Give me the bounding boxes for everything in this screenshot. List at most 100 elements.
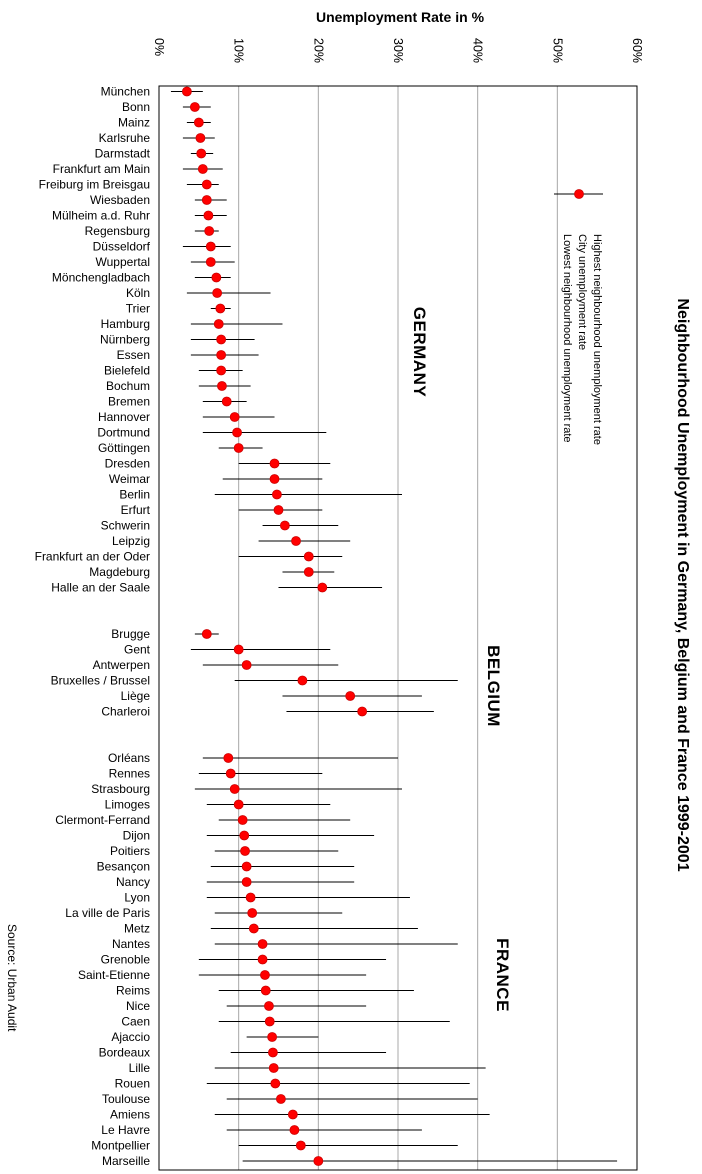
city-marker-dresden — [269, 458, 280, 469]
city-marker-schwerin — [279, 520, 290, 531]
city-label-gent: Gent — [124, 643, 151, 657]
city-label-koln: Köln — [126, 286, 150, 300]
city-marker-mainz — [193, 117, 204, 128]
city-marker-essen — [216, 350, 227, 360]
country-label-germany: GERMANY — [410, 307, 429, 398]
city-marker-erfurt — [273, 505, 284, 515]
city-marker-frankfurt-am-main — [197, 164, 208, 174]
city-marker-frankfurt-an-der-oder — [303, 551, 314, 562]
city-marker-dusseldorf — [205, 241, 216, 252]
city-marker-weimar — [269, 474, 280, 484]
city-label-metz: Metz — [124, 922, 150, 936]
city-marker-clermont-ferrand — [237, 815, 248, 825]
city-marker-mulheim-a-d-ruhr — [203, 210, 214, 221]
city-marker-dortmund — [232, 427, 242, 438]
city-label-munchen: München — [101, 85, 150, 99]
city-marker-charleroi — [357, 706, 368, 717]
city-marker-liege — [345, 691, 356, 701]
legend-entry-city: City unemployment rate — [576, 234, 588, 350]
x-tick-label: 50% — [550, 38, 564, 63]
city-label-bruxelles-brussel: Bruxelles / Brussel — [51, 674, 150, 688]
city-marker-brugge — [201, 629, 212, 639]
city-marker-freiburg-im-breisgau — [201, 179, 212, 190]
city-label-wuppertal: Wuppertal — [96, 255, 150, 269]
x-tick-label: 30% — [391, 38, 405, 63]
city-label-freiburg-im-breisgau: Freiburg im Breisgau — [39, 178, 150, 192]
city-label-nurnberg: Nürnberg — [100, 333, 150, 347]
city-label-lyon: Lyon — [124, 891, 150, 905]
city-marker-hamburg — [213, 319, 224, 329]
x-tick-label: 0% — [152, 38, 166, 56]
city-label-antwerpen: Antwerpen — [93, 658, 150, 672]
city-marker-strasbourg — [229, 784, 240, 794]
city-label-grenoble: Grenoble — [101, 953, 151, 967]
city-label-frankfurt-am-main: Frankfurt am Main — [53, 162, 150, 176]
city-label-le-havre: Le Havre — [101, 1123, 150, 1137]
x-tick-label: 20% — [311, 38, 325, 63]
city-marker-bonn — [189, 102, 200, 112]
city-marker-halle-an-der-saale — [317, 582, 328, 593]
city-marker-limoges — [233, 799, 244, 810]
city-label-essen: Essen — [117, 348, 150, 362]
city-marker-nurnberg — [216, 334, 227, 345]
city-label-regensburg: Regensburg — [85, 224, 150, 238]
city-label-magdeburg: Magdeburg — [89, 565, 150, 579]
x-tick-label: 60% — [630, 38, 644, 63]
city-label-hamburg: Hamburg — [101, 317, 150, 331]
x-axis-title: Unemployment Rate in % — [316, 9, 485, 25]
city-marker-bordeaux — [268, 1047, 278, 1058]
city-label-gottingen: Göttingen — [98, 441, 150, 455]
city-label-amiens: Amiens — [110, 1108, 150, 1122]
city-label-reims: Reims — [116, 984, 150, 998]
city-marker-reims — [260, 985, 271, 996]
city-marker-orleans — [223, 753, 234, 763]
city-label-montpellier: Montpellier — [91, 1139, 150, 1153]
city-label-charleroi: Charleroi — [101, 705, 150, 719]
city-label-bochum: Bochum — [106, 379, 150, 393]
city-label-strasbourg: Strasbourg — [91, 782, 150, 796]
country-label-belgium: BELGIUM — [484, 645, 503, 727]
city-marker-nancy — [241, 877, 252, 887]
city-marker-munchen — [181, 86, 192, 97]
city-marker-gent — [233, 644, 244, 655]
city-marker-poitiers — [240, 846, 250, 856]
city-label-nice: Nice — [126, 999, 150, 1013]
city-label-brugge: Brugge — [111, 627, 150, 641]
city-marker-le-havre — [289, 1125, 300, 1135]
city-labels: MünchenBonnMainzKarlsruheDarmstadtFrankf… — [35, 85, 151, 1169]
city-marker-grenoble — [257, 954, 268, 965]
city-label-liege: Liège — [121, 689, 151, 703]
city-marker-berlin — [272, 489, 282, 500]
city-label-rennes: Rennes — [109, 767, 150, 781]
legend: Highest neighbourhood unemployment rate … — [554, 189, 603, 445]
grid-lines — [238, 86, 558, 1170]
city-label-frankfurt-an-der-oder: Frankfurt an der Oder — [35, 550, 150, 564]
city-label-wiesbaden: Wiesbaden — [90, 193, 150, 207]
city-marker-bochum — [217, 381, 227, 391]
city-label-bremen: Bremen — [108, 395, 150, 409]
chart-title: Neighbourhood Unemployment in Germany, B… — [674, 298, 691, 871]
city-marker-wuppertal — [205, 257, 216, 267]
city-marker-montpellier — [295, 1140, 306, 1151]
range-lines — [170, 91, 618, 1162]
x-tick-label: 10% — [232, 38, 246, 63]
city-marker-rouen — [270, 1078, 281, 1089]
x-tick-label: 40% — [471, 38, 485, 63]
city-marker-gottingen — [233, 443, 244, 453]
city-marker-leipzig — [291, 536, 301, 546]
legend-entry-lowest: Lowest neighbourhood unemployment rate — [561, 234, 573, 443]
city-label-dortmund: Dortmund — [97, 426, 150, 440]
x-axis-ticks: 0% 10% 20% 30% 40% 50% 60% — [152, 38, 644, 63]
city-marker-trier — [215, 303, 226, 314]
city-marker-toulouse — [275, 1094, 286, 1104]
city-label-trier: Trier — [126, 302, 150, 316]
legend-marker — [574, 189, 584, 199]
city-marker-koln — [212, 288, 223, 298]
city-label-toulouse: Toulouse — [102, 1092, 150, 1106]
city-marker-hannover — [229, 412, 240, 422]
city-marker-metz — [248, 923, 259, 934]
city-marker-magdeburg — [303, 567, 314, 577]
city-marker-lyon — [245, 892, 256, 903]
city-label-bonn: Bonn — [122, 100, 150, 114]
